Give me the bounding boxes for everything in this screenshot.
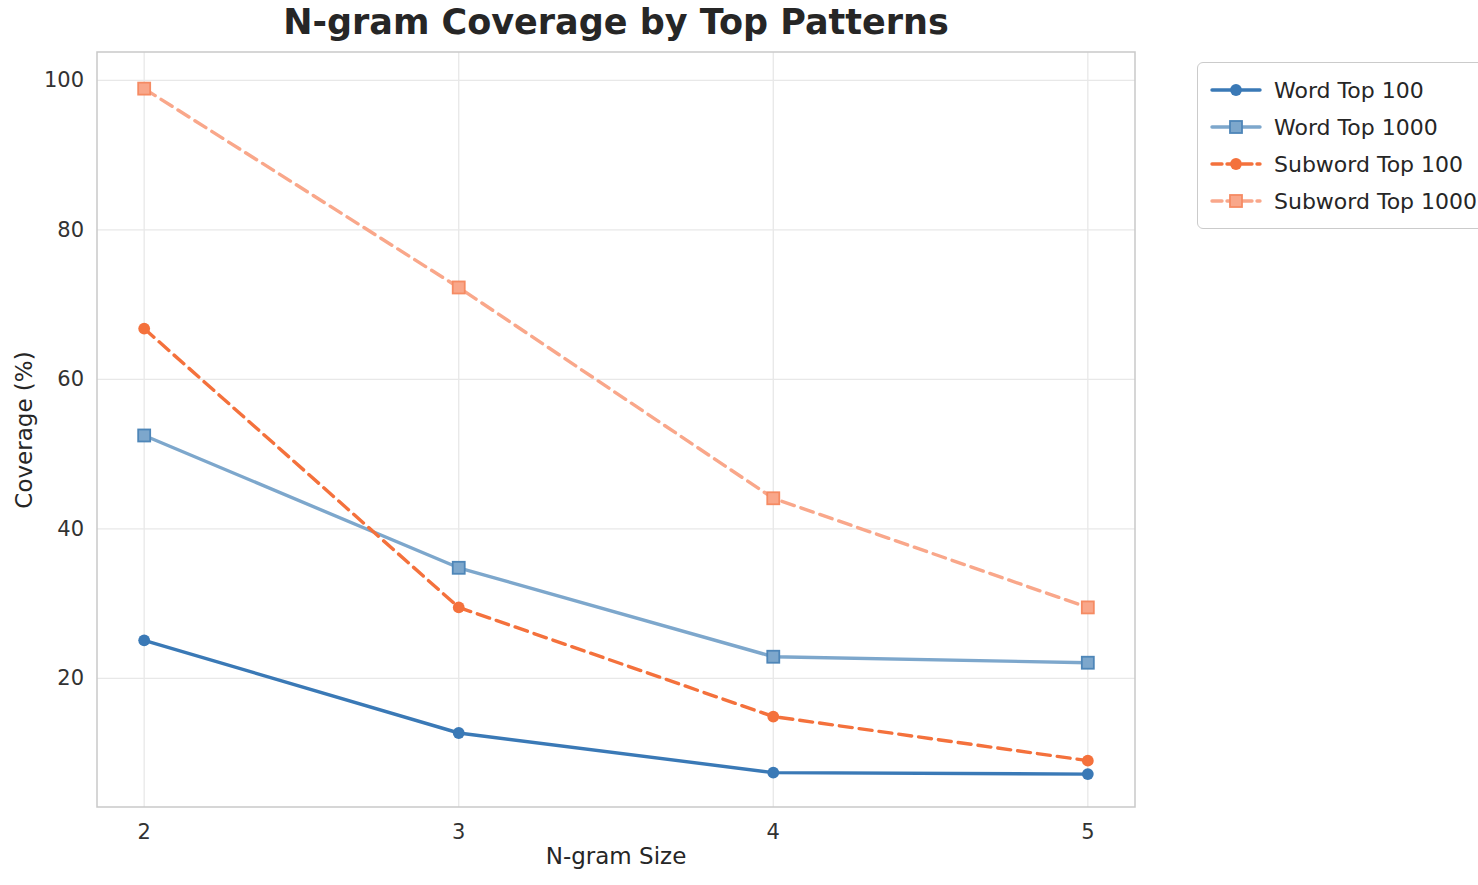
marker-subword-top-1000 [767,492,779,504]
y-tick-label: 20 [57,666,84,690]
marker-word-top-100 [767,767,779,779]
marker-subword-top-1000 [453,281,465,293]
legend-label: Subword Top 100 [1274,152,1463,177]
marker-word-top-100 [1230,84,1242,96]
series-line-word-top-1000 [144,435,1088,662]
figure: N-gram Coverage by Top Patterns 20406080… [0,0,1478,885]
legend-item-subword-top-1000: Subword Top 1000 [1210,184,1477,218]
legend-item-word-top-100: Word Top 100 [1210,73,1477,107]
legend-label: Word Top 1000 [1274,115,1438,140]
y-tick-label: 60 [57,367,84,391]
marker-subword-top-1000 [138,83,150,95]
y-axis-label: Coverage (%) [11,351,37,508]
marker-subword-top-100 [138,323,150,335]
marker-subword-top-100 [1082,755,1094,767]
legend-item-subword-top-100: Subword Top 100 [1210,147,1477,181]
marker-word-top-1000 [1082,657,1094,669]
legend-label: Subword Top 1000 [1274,189,1477,214]
legend: Word Top 100 Word Top 1000 Subword Top 100… [1197,62,1478,229]
marker-subword-top-100 [767,711,779,723]
x-tick-label: 5 [1081,820,1094,844]
marker-subword-top-100 [1230,158,1242,170]
marker-word-top-1000 [767,651,779,663]
marker-subword-top-1000 [1230,195,1242,207]
marker-subword-top-1000 [1082,601,1094,613]
marker-word-top-1000 [453,562,465,574]
x-tick-label: 3 [452,820,465,844]
series-line-subword-top-1000 [144,89,1088,608]
legend-sample-subword-top-1000 [1210,190,1262,212]
legend-item-word-top-1000: Word Top 1000 [1210,110,1477,144]
y-tick-label: 40 [57,517,84,541]
legend-sample-word-top-100 [1210,79,1262,101]
marker-word-top-1000 [1230,121,1242,133]
legend-label: Word Top 100 [1274,78,1424,103]
x-tick-label: 2 [137,820,150,844]
x-tick-label: 4 [767,820,780,844]
marker-word-top-100 [1082,768,1094,780]
legend-sample-word-top-1000 [1210,116,1262,138]
y-tick-label: 80 [57,218,84,242]
legend-sample-subword-top-100 [1210,153,1262,175]
marker-word-top-100 [453,727,465,739]
marker-word-top-100 [138,634,150,646]
marker-subword-top-100 [453,602,465,614]
x-axis-label: N-gram Size [97,843,1135,869]
marker-word-top-1000 [138,429,150,441]
y-tick-label: 100 [44,68,84,92]
axes-border [97,52,1135,807]
